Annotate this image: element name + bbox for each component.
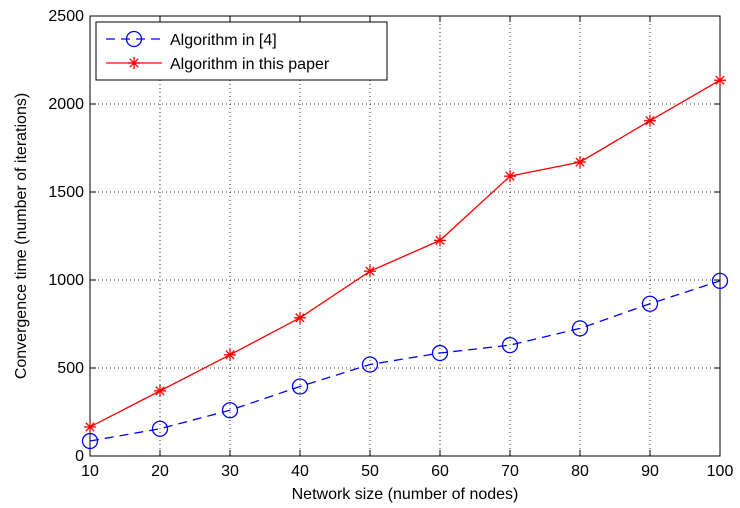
data-point xyxy=(711,272,729,290)
data-point xyxy=(641,295,659,312)
y-tick-label: 0 xyxy=(75,448,84,465)
data-point xyxy=(364,265,376,278)
data-point xyxy=(434,234,446,247)
data-point xyxy=(571,320,589,337)
x-tick-label: 100 xyxy=(707,463,734,480)
data-point xyxy=(361,356,379,373)
legend-box xyxy=(95,21,388,81)
data-point xyxy=(81,432,99,450)
data-point xyxy=(221,402,239,419)
data-point xyxy=(504,170,516,183)
y-tick-label: 1500 xyxy=(48,184,84,201)
data-point xyxy=(224,348,236,361)
data-point xyxy=(644,114,656,127)
data-point xyxy=(501,336,519,354)
data-point xyxy=(714,74,726,87)
y-tick-label: 1000 xyxy=(48,272,84,289)
legend-marker xyxy=(125,30,143,48)
legend-entry: Algorithm in [4] xyxy=(106,30,277,49)
data-point xyxy=(154,384,166,397)
data-point xyxy=(574,156,586,169)
legend-marker xyxy=(128,57,140,69)
x-tick-label: 10 xyxy=(81,463,99,480)
legend-entry: Algorithm in this paper xyxy=(106,56,330,73)
x-tick-label: 30 xyxy=(221,463,239,480)
data-point xyxy=(431,344,449,362)
y-tick-label: 2500 xyxy=(48,8,84,25)
axis-ticks: 10 20 30 40 50 60 70 80 90 1000500100015002000250… xyxy=(48,8,733,480)
legend-label: Algorithm in this paper xyxy=(170,56,330,73)
x-tick-label: 40 xyxy=(291,463,309,480)
data-point xyxy=(291,378,309,395)
legend: Algorithm in [4] Algorithm in this paper xyxy=(95,21,388,81)
y-tick-label: 2000 xyxy=(48,96,84,113)
x-tick-label: 20 xyxy=(151,463,169,480)
x-tick-label: 70 xyxy=(501,463,519,480)
series-1 xyxy=(81,272,729,450)
data-point xyxy=(84,420,96,433)
series-line xyxy=(89,79,721,428)
y-axis-label: Convergence time (number of iterations) xyxy=(13,93,30,379)
x-tick-label: 90 xyxy=(641,463,659,480)
series-2 xyxy=(84,74,726,433)
x-axis-label: Network size (number of nodes) xyxy=(292,486,519,503)
x-tick-label: 60 xyxy=(431,463,449,480)
series-line xyxy=(89,280,721,442)
data-point xyxy=(151,420,169,437)
y-tick-label: 500 xyxy=(57,360,84,377)
plot-frame xyxy=(89,15,721,457)
series-layer xyxy=(81,74,729,450)
x-tick-label: 50 xyxy=(361,463,379,480)
data-point xyxy=(294,311,306,324)
x-tick-label: 80 xyxy=(571,463,589,480)
legend-label: Algorithm in [4] xyxy=(170,32,277,49)
